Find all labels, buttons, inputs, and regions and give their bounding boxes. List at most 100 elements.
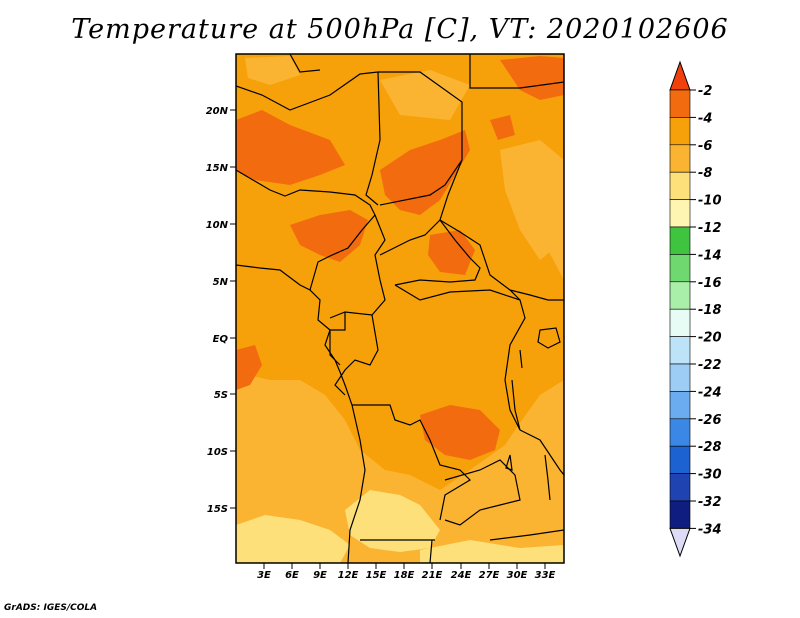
- country-borders: [236, 54, 564, 563]
- colorbar-label: -16: [698, 276, 722, 291]
- colorbar-swatch-10: [669, 336, 691, 365]
- coastline-west: [236, 264, 366, 563]
- colorbar-swatch-6: [669, 226, 691, 255]
- colorbar-labels: -2 -4 -6 -8 -10 -12 -14 -16 -18 -20 -22 …: [690, 84, 722, 537]
- lat-label-20n: 20N: [206, 106, 229, 117]
- colorbar: [669, 60, 691, 558]
- lake-tanganyika: [511, 379, 521, 431]
- field-patch-2-4-g: [500, 56, 564, 100]
- border-south-2: [489, 529, 564, 541]
- border-zambia: [444, 459, 521, 526]
- colorbar-swatch-2: [669, 117, 691, 146]
- border-drc-north: [394, 284, 526, 431]
- lake-kivu: [519, 349, 523, 369]
- lat-label-5n: 5N: [213, 277, 229, 288]
- field-patch-8-10-a: [345, 490, 440, 552]
- colorbar-label: -14: [698, 248, 722, 263]
- colorbar-label: -10: [698, 194, 722, 209]
- colorbar-label: -18: [698, 303, 722, 318]
- colorbar-swatch-3: [669, 144, 691, 173]
- temperature-field: [236, 54, 564, 563]
- field-patch-2-4-d: [428, 230, 475, 275]
- lake-mweru: [505, 454, 513, 471]
- field-patch-2-4-a: [236, 110, 345, 185]
- lon-label-6e: 6E: [285, 570, 299, 581]
- lon-label-12e: 12E: [338, 570, 359, 581]
- field-patch-8-10-b: [236, 515, 350, 563]
- lon-label-21e: 21E: [422, 570, 443, 581]
- field-patch-2-4-h: [490, 115, 515, 140]
- field-patch-2-4-e: [420, 405, 500, 460]
- border-sudan-west: [439, 159, 521, 301]
- field-patch-2-4-c: [290, 210, 368, 262]
- colorbar-swatch-15: [669, 473, 691, 502]
- colorbar-swatch-7: [669, 254, 691, 283]
- field-patch-6-8-east: [500, 140, 564, 260]
- colorbar-bottom-arrow: [669, 527, 691, 558]
- border-chad-west: [365, 71, 381, 206]
- border-east: [509, 289, 564, 301]
- lat-label-5s: 5S: [214, 390, 228, 401]
- border-cameroon: [329, 214, 386, 319]
- colorbar-label: -26: [698, 413, 722, 428]
- border-angola-north: [352, 404, 471, 521]
- colorbar-label: -32: [698, 495, 722, 510]
- colorbar-label: -28: [698, 440, 722, 455]
- colorbar-label: -4: [698, 111, 712, 126]
- map-frame: [235, 53, 565, 564]
- field-patch-2-4-b: [380, 130, 470, 215]
- colorbar-swatch-14: [669, 445, 691, 474]
- colorbar-swatch-9: [669, 308, 691, 337]
- lon-label-15e: 15E: [366, 570, 387, 581]
- colorbar-swatch-11: [669, 363, 691, 392]
- border-north-west: [236, 71, 463, 206]
- lon-label-33e: 33E: [535, 570, 556, 581]
- colorbar-label: -30: [698, 468, 722, 483]
- colorbar-label: -6: [698, 139, 712, 154]
- colorbar-label: -34: [698, 522, 722, 537]
- colorbar-swatch-16: [669, 500, 691, 529]
- colorbar-label: -20: [698, 331, 722, 346]
- colorbar-top-arrow: [669, 60, 691, 91]
- lon-label-27e: 27E: [479, 570, 500, 581]
- border-south: [429, 539, 433, 563]
- colorbar-label: -24: [698, 385, 722, 400]
- colorbar-swatch-1: [669, 89, 691, 118]
- lat-label-eq: EQ: [213, 334, 229, 345]
- lake-malawi: [544, 454, 551, 501]
- grads-credit: GrADS: IGES/COLA: [4, 603, 98, 613]
- lon-label-24e: 24E: [451, 570, 472, 581]
- field-patch-2-4-f: [236, 345, 262, 390]
- lat-label-10s: 10S: [207, 447, 228, 458]
- lat-label-15n: 15N: [206, 163, 229, 174]
- border-congo: [334, 314, 379, 396]
- colorbar-label: -2: [698, 84, 712, 99]
- lon-label-18e: 18E: [394, 570, 415, 581]
- colorbar-swatch-4: [669, 171, 691, 200]
- colorbar-label: -12: [698, 221, 722, 236]
- border-sahara: [289, 54, 321, 73]
- field-patch-8-10-c: [420, 540, 564, 563]
- lake-victoria: [537, 327, 561, 349]
- colorbar-swatch-13: [669, 418, 691, 447]
- colorbar-label: -8: [698, 166, 712, 181]
- border-nigeria: [236, 169, 376, 291]
- colorbar-swatch-5: [669, 199, 691, 228]
- lon-label-9e: 9E: [313, 570, 327, 581]
- map-title: Temperature at 500hPa [C], VT: 202010260…: [71, 14, 729, 45]
- border-north-east: [469, 54, 564, 89]
- lat-label-15s: 15S: [207, 504, 228, 515]
- colorbar-swatch-12: [669, 391, 691, 420]
- border-car: [379, 219, 481, 286]
- lat-axis: 20N 15N 10N 5N EQ 5S 10S 15S: [206, 106, 236, 515]
- field-patch-6-8-north: [380, 70, 470, 120]
- lat-label-10n: 10N: [206, 220, 229, 231]
- lon-label-30e: 30E: [507, 570, 528, 581]
- border-tanzania: [519, 429, 564, 476]
- colorbar-swatch-8: [669, 281, 691, 310]
- colorbar-label: -22: [698, 358, 722, 373]
- lon-label-3e: 3E: [257, 570, 271, 581]
- field-patch-6-8-nw: [245, 56, 300, 85]
- lon-axis: 3E 6E 9E 12E 15E 18E 21E 24E 27E 30E 33E: [257, 563, 556, 581]
